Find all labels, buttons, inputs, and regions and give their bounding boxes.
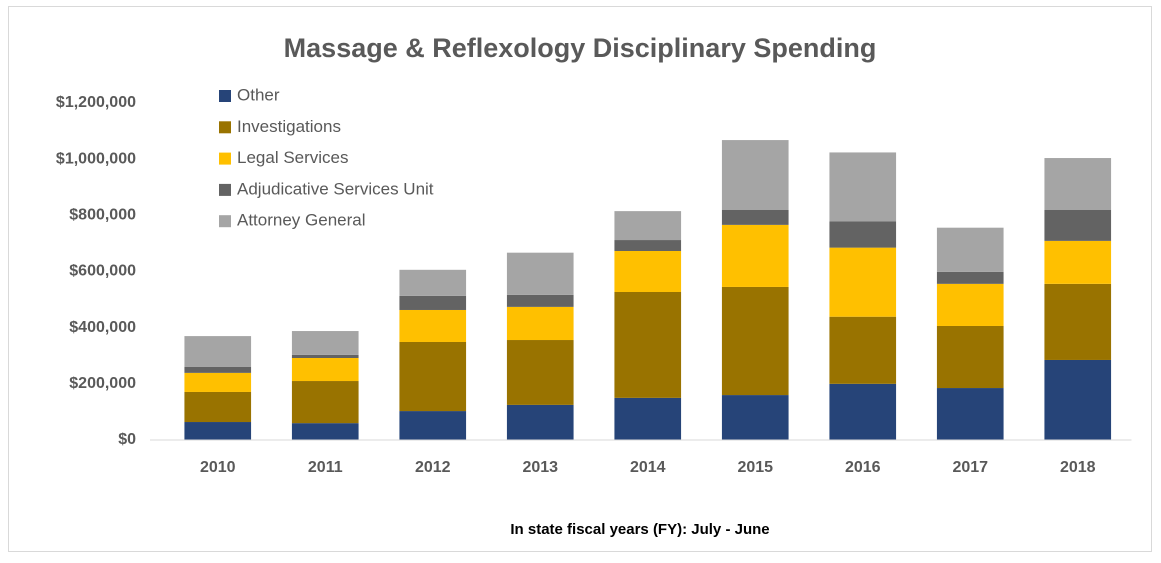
legend-swatch — [219, 121, 231, 134]
legend-label: Investigations — [237, 117, 341, 136]
bar-segment — [291, 357, 359, 382]
bar-segment — [614, 250, 682, 293]
bar-segment — [399, 269, 467, 296]
legend-swatch — [219, 215, 231, 228]
legend-swatch — [219, 90, 231, 102]
bar-segment — [1044, 359, 1112, 440]
bar-segment — [936, 271, 1004, 284]
bar-segment — [506, 404, 574, 440]
y-tick-label: $1,000,000 — [56, 150, 136, 167]
bar-segment — [506, 252, 574, 295]
x-tick-label: 2018 — [1060, 459, 1096, 476]
bar-segment — [936, 325, 1004, 389]
bar-segment — [506, 340, 574, 405]
x-tick-label: 2013 — [522, 459, 558, 476]
bar-segment — [721, 395, 789, 440]
bar-segment — [1044, 283, 1112, 360]
bar-segment — [829, 221, 897, 248]
x-tick-label: 2012 — [415, 459, 451, 476]
bar-segment — [291, 381, 359, 424]
bar-segment — [614, 240, 682, 251]
bar-segment — [184, 372, 252, 392]
bar-segment — [721, 209, 789, 225]
chart-title: Massage & Reflexology Disciplinary Spend… — [284, 33, 877, 63]
y-tick-label: $200,000 — [69, 375, 136, 392]
bar-segment — [291, 331, 359, 355]
bar-segment — [399, 295, 467, 310]
bar-segment — [1044, 158, 1112, 210]
x-tick-label: 2016 — [845, 459, 881, 476]
legend-label: Attorney General — [237, 211, 366, 230]
bar-segment — [936, 227, 1004, 272]
bar-segment — [721, 224, 789, 287]
legend-swatch — [219, 152, 231, 165]
bar-segment — [614, 211, 682, 241]
bar-segment — [184, 391, 252, 423]
y-tick-label: $800,000 — [69, 207, 136, 224]
legend-label: Adjudicative Services Unit — [237, 179, 434, 198]
x-tick-label: 2017 — [952, 459, 988, 476]
bar-segment — [721, 286, 789, 396]
bar-segment — [1044, 240, 1112, 284]
y-tick-label: $600,000 — [69, 263, 136, 280]
bar-segment — [184, 422, 252, 440]
x-tick-label: 2010 — [200, 459, 236, 476]
bar-segment — [399, 411, 467, 440]
bar-segment — [399, 309, 467, 342]
bar-segment — [291, 354, 359, 358]
bar-segment — [184, 366, 252, 373]
x-tick-label: 2011 — [308, 459, 343, 476]
bar-segment — [506, 306, 574, 341]
bar-segment — [614, 292, 682, 398]
legend-label: Legal Services — [237, 148, 349, 167]
bar-segment — [829, 316, 897, 384]
bar-segment — [506, 294, 574, 307]
bar-segment — [936, 283, 1004, 326]
legend-label: Other — [237, 85, 280, 104]
y-tick-label: $0 — [118, 431, 136, 448]
bar-segment — [291, 423, 359, 440]
legend-swatch — [219, 183, 231, 196]
bar-segment — [936, 388, 1004, 440]
bar-segment — [829, 383, 897, 440]
bar-segment — [184, 336, 252, 367]
bar-segment — [1044, 209, 1112, 241]
bar-segment — [829, 247, 897, 317]
x-tick-label: 2015 — [737, 459, 773, 476]
bar-segment — [614, 397, 682, 440]
x-tick-label: 2014 — [630, 459, 666, 476]
y-tick-label: $1,200,000 — [56, 94, 136, 111]
y-tick-label: $400,000 — [69, 319, 136, 336]
x-axis-label: In state fiscal years (FY): July - June — [510, 521, 769, 538]
bar-segment — [829, 152, 897, 222]
bar-segment — [399, 341, 467, 412]
bar-segment — [721, 140, 789, 210]
